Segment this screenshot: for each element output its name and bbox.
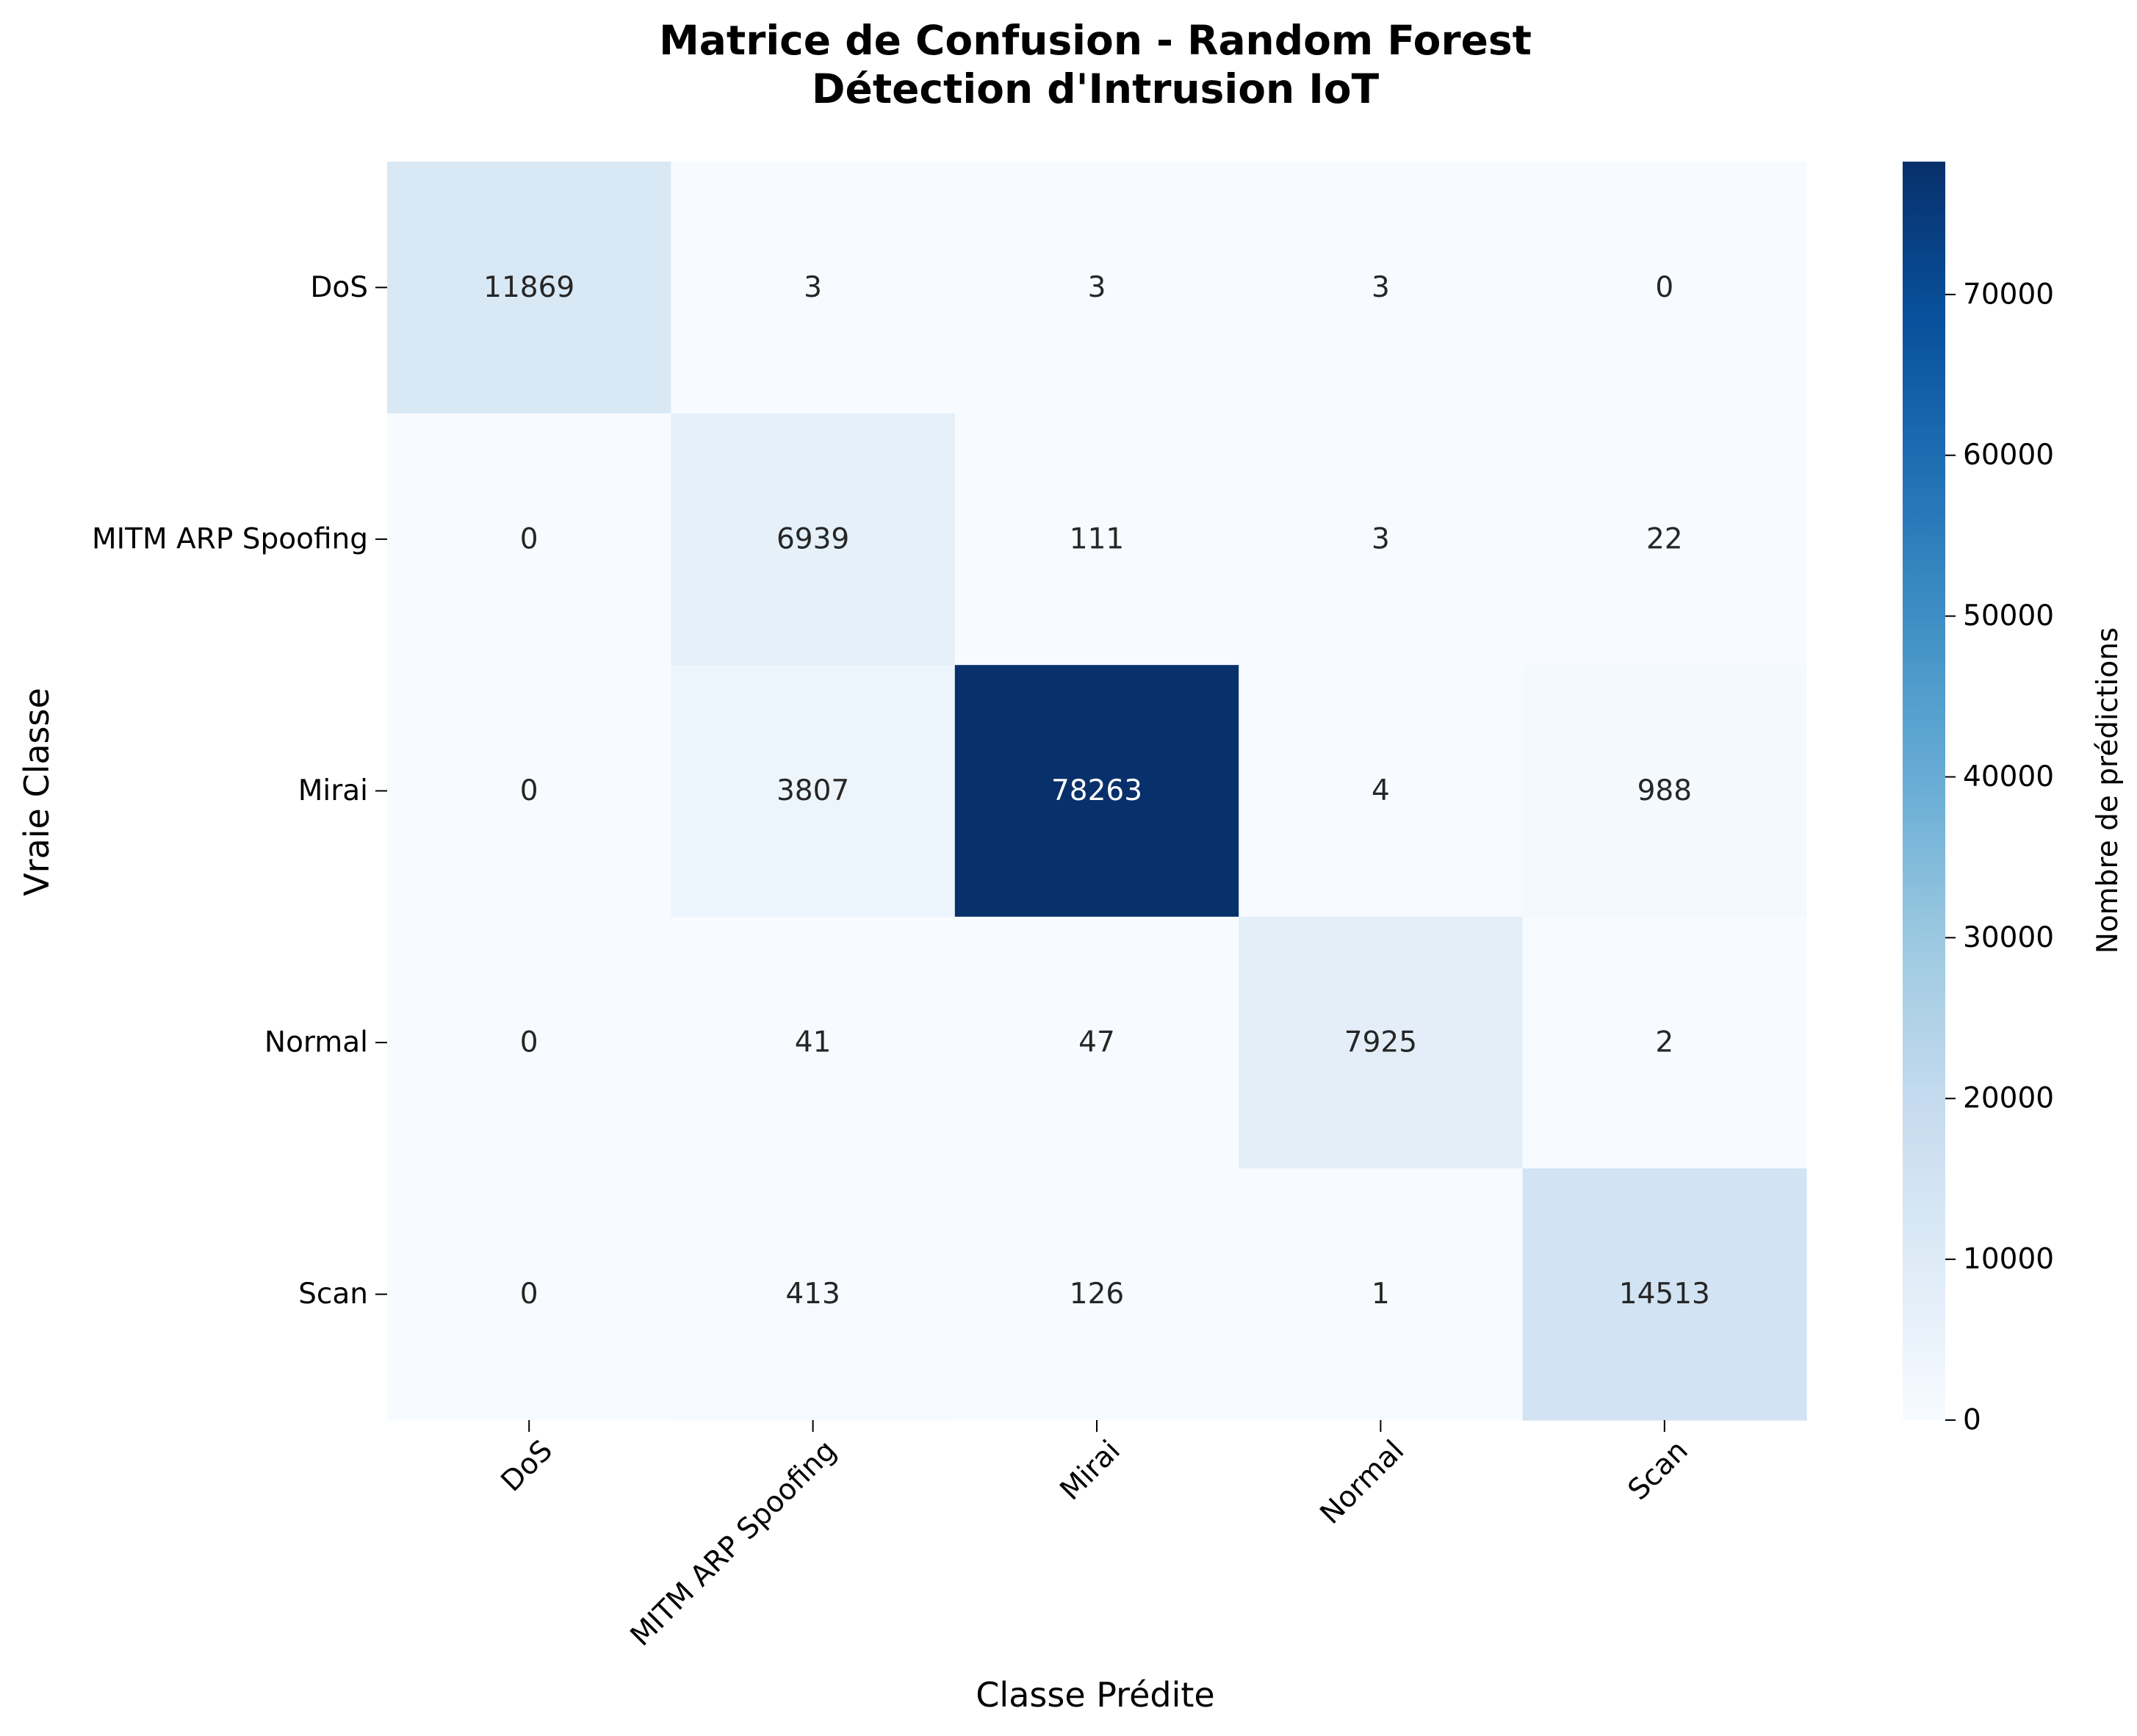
heatmap-cell <box>387 413 671 666</box>
heatmap-cell <box>1522 413 1807 666</box>
cell-value-label: 7925 <box>1344 1026 1417 1059</box>
heatmap-cell <box>671 413 956 666</box>
y-tick-label: Mirai <box>298 774 368 807</box>
heatmap-cell <box>671 162 956 414</box>
cell-value-label: 3 <box>804 271 822 304</box>
cell-value-label: 41 <box>795 1026 832 1059</box>
heatmap-cell <box>1239 665 1524 918</box>
cell-value-label: 4 <box>1372 774 1390 807</box>
y-axis-label: Vraie Classe <box>17 688 57 896</box>
cell-value-label: 0 <box>520 1026 538 1059</box>
heatmap-cell <box>954 665 1239 918</box>
cell-value-label: 11869 <box>483 271 574 304</box>
cell-value-label: 47 <box>1078 1026 1115 1059</box>
cell-value-label: 1 <box>1372 1278 1390 1311</box>
heatmap-cell <box>671 916 956 1169</box>
heatmap-cell <box>387 162 671 414</box>
y-tick-label: Scan <box>298 1278 368 1311</box>
heatmap-cell <box>1239 162 1524 414</box>
cell-value-label: 413 <box>785 1278 840 1311</box>
colorbar-ticks: 0 10000 20000 30000 40000 50000 60000 70000 <box>1945 278 2054 1437</box>
cell-value-label: 3 <box>1088 271 1106 304</box>
heatmap-cell <box>954 916 1239 1169</box>
heatmap-cell <box>387 665 671 918</box>
cell-value-label: 0 <box>520 774 538 807</box>
y-tick-label: MITM ARP Spoofing <box>92 522 368 555</box>
colorbar-label: Nombre de prédictions <box>2091 627 2125 954</box>
colorbar-tick-label: 10000 <box>1963 1243 2054 1276</box>
heatmap-cell <box>1522 1168 1807 1421</box>
heatmap-cell <box>1522 665 1807 918</box>
x-tick-label: MITM ARP Spoofing <box>624 1434 843 1653</box>
x-tick-label: Mirai <box>1054 1434 1127 1507</box>
cell-value-label: 126 <box>1070 1278 1124 1311</box>
colorbar-tick-label: 60000 <box>1963 439 2054 472</box>
x-tick-label: Normal <box>1314 1434 1411 1531</box>
x-axis-label: Classe Prédite <box>976 1675 1214 1715</box>
cell-value-label: 2 <box>1655 1026 1673 1059</box>
cell-value-label: 111 <box>1070 522 1124 555</box>
cell-value-label: 6939 <box>776 522 849 555</box>
chart-title-line2: Détection d'Intrusion IoT <box>812 65 1380 112</box>
heatmap-cell <box>387 1168 671 1421</box>
heatmap-cell <box>1522 916 1807 1169</box>
cell-value-label: 3 <box>1372 271 1390 304</box>
heatmap-cells: 11869 3 3 3 0 0 6939 111 3 22 0 3807 78263 4 988 0 41 47 7… <box>387 162 1807 1421</box>
y-tick-label: Normal <box>264 1026 368 1059</box>
colorbar-tick-label: 50000 <box>1963 599 2054 633</box>
colorbar-tick-label: 0 <box>1963 1404 1981 1437</box>
colorbar-tick-label: 70000 <box>1963 278 2054 311</box>
cell-value-label: 14513 <box>1619 1278 1710 1311</box>
y-tick-label: DoS <box>310 271 368 304</box>
cell-value-label: 0 <box>1655 271 1673 304</box>
colorbar-tick-label: 40000 <box>1963 760 2054 793</box>
colorbar-tick-label: 20000 <box>1963 1082 2054 1115</box>
heatmap-cell <box>954 413 1239 666</box>
heatmap-cell <box>954 1168 1239 1421</box>
colorbar <box>1903 162 1945 1420</box>
heatmap-cell <box>954 162 1239 414</box>
colorbar-tick-label: 30000 <box>1963 921 2054 954</box>
cell-value-label: 78263 <box>1051 774 1142 807</box>
heatmap-cell <box>1522 162 1807 414</box>
heatmap-cell <box>671 665 956 918</box>
chart-title-line1: Matrice de Confusion - Random Forest <box>659 17 1532 64</box>
y-axis-ticks: DoS MITM ARP Spoofing Mirai Normal Scan <box>92 271 387 1311</box>
heatmap-cell <box>671 1168 956 1421</box>
heatmap-cell <box>1239 916 1524 1169</box>
x-tick-label: DoS <box>495 1434 559 1498</box>
cell-value-label: 0 <box>520 522 538 555</box>
x-axis-ticks: DoS MITM ARP Spoofing Mirai Normal Scan <box>495 1420 1695 1653</box>
heatmap-cell <box>1239 413 1524 666</box>
cell-value-label: 988 <box>1637 774 1692 807</box>
heatmap-cell <box>387 916 671 1169</box>
cell-value-label: 0 <box>520 1278 538 1311</box>
cell-value-label: 3 <box>1372 522 1390 555</box>
cell-value-label: 3807 <box>776 774 849 807</box>
cell-value-label: 22 <box>1646 522 1683 555</box>
heatmap-cell <box>1239 1168 1524 1421</box>
x-tick-label: Scan <box>1622 1434 1695 1507</box>
